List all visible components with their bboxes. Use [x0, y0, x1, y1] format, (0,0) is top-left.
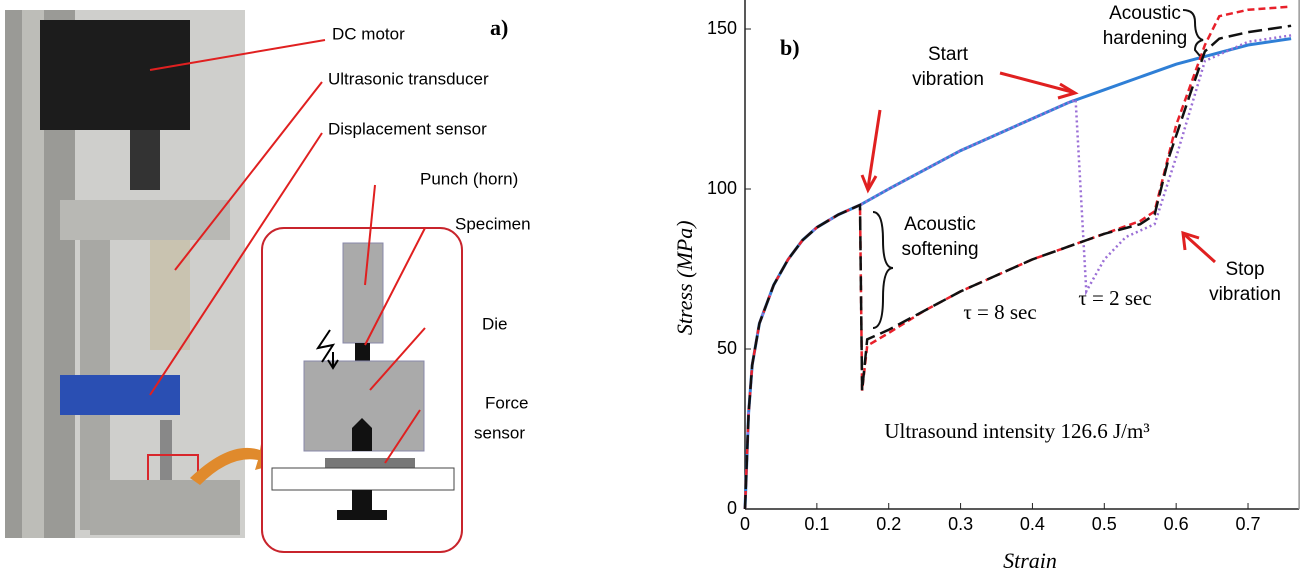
y-axis-label: Stress (MPa) [672, 220, 697, 335]
annotation: Acoustic [904, 214, 976, 235]
annotation: Ultrasound intensity 126.6 J/m³ [884, 419, 1149, 443]
y-tick-label: 0 [727, 498, 737, 518]
callout: Force [485, 393, 528, 412]
arrow [1000, 73, 1072, 92]
callout: Ultrasonic transducer [328, 69, 489, 88]
y-tick-label: 150 [707, 18, 737, 38]
callout: Specimen [455, 214, 531, 233]
y-tick-label: 100 [707, 178, 737, 198]
figure: a) DC motor Ultrasonic transducer Displa… [0, 0, 1307, 580]
x-tick-label: 0.7 [1236, 514, 1261, 534]
x-tick-label: 0.2 [876, 514, 901, 534]
annotation: hardening [1103, 28, 1188, 49]
photo [5, 10, 285, 538]
chart: 0 0.1 0.2 0.3 0.4 0.5 0.6 0.7 0 50 100 150 Strain Str… [672, 0, 1299, 573]
callout: Die [482, 314, 508, 333]
panel-label: a) [490, 15, 508, 40]
arrow [1185, 235, 1215, 262]
callout: DC motor [332, 24, 405, 43]
x-tick-label: 0.1 [804, 514, 829, 534]
annotation: Start [928, 44, 969, 65]
x-tick-label: 0.6 [1164, 514, 1189, 534]
x-tick-label: 0.5 [1092, 514, 1117, 534]
annotation: τ = 2 sec [1078, 286, 1151, 310]
x-axis-label: Strain [1003, 548, 1057, 573]
annotation: Acoustic [1109, 3, 1181, 24]
x-tick-label: 0.4 [1020, 514, 1045, 534]
annotation: τ = 8 sec [963, 300, 1036, 324]
y-tick-label: 50 [717, 338, 737, 358]
brace [873, 212, 893, 328]
arrow [868, 110, 880, 188]
annotation: vibration [1209, 284, 1281, 305]
callout: sensor [474, 423, 525, 442]
callout: Displacement sensor [328, 119, 487, 138]
callout: Punch (horn) [420, 169, 518, 188]
panel-label: b) [780, 35, 800, 60]
annotation: softening [901, 239, 978, 260]
x-tick-label: 0.3 [948, 514, 973, 534]
annotation: Stop [1225, 259, 1264, 280]
annotation: vibration [912, 69, 984, 90]
x-tick-label: 0 [740, 514, 750, 534]
